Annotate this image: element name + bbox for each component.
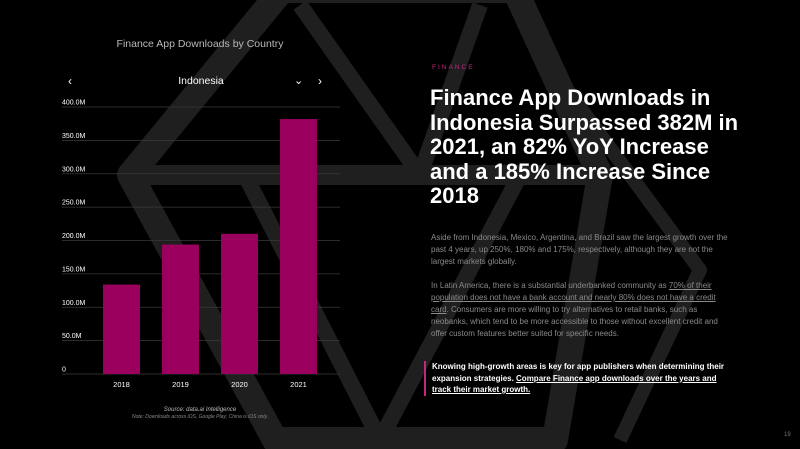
bar bbox=[103, 284, 140, 374]
bar bbox=[162, 244, 199, 374]
country-selector[interactable]: ‹ Indonesia ⌄ › bbox=[62, 72, 340, 90]
paragraph-growth: Aside from Indonesia, Mexico, Argentina,… bbox=[431, 233, 728, 266]
paragraph-text: . Consumers are more willing to try alte… bbox=[431, 305, 718, 338]
compare-downloads-link[interactable]: Compare Finance app downloads over the y… bbox=[432, 373, 717, 395]
y-tick-label: 150.0M bbox=[62, 266, 86, 273]
paragraph-latin-america: In Latin America, there is a substantial… bbox=[431, 280, 731, 340]
y-tick-label: 300.0M bbox=[62, 166, 86, 173]
y-tick-label: 100.0M bbox=[62, 300, 86, 307]
bar bbox=[221, 233, 258, 374]
y-tick-label: 50.0M bbox=[62, 333, 82, 340]
category-eyebrow: FINANCE bbox=[432, 64, 475, 71]
bar bbox=[280, 119, 317, 374]
y-tick-label: 400.0M bbox=[62, 100, 86, 107]
y-tick-label: 200.0M bbox=[62, 233, 86, 240]
x-tick-label: 2019 bbox=[172, 380, 189, 389]
headline: Finance App Downloads in Indonesia Surpa… bbox=[430, 85, 739, 208]
page-number: 19 bbox=[784, 432, 791, 438]
bar-chart: 0 50.0M 100.0M 150.0M 200.0M 250.0M 300.0M 350.… bbox=[62, 100, 340, 389]
y-tick-label: 0 bbox=[62, 367, 66, 374]
x-tick-label: 2020 bbox=[231, 380, 248, 389]
selected-country[interactable]: Indonesia bbox=[178, 75, 224, 87]
underlined-statistic: 70% of their population does not have a … bbox=[431, 281, 716, 314]
source-line: Source: data.ai Intelligence bbox=[163, 407, 237, 413]
callout-box: Knowing high-growth areas is key for app… bbox=[424, 361, 732, 396]
paragraph-text: In Latin America, there is a substantial… bbox=[431, 281, 669, 290]
previous-country-icon[interactable]: ‹ bbox=[68, 74, 72, 88]
chart-source: Source: data.ai Intelligence Note: Downl… bbox=[0, 407, 400, 420]
chevron-down-icon[interactable]: ⌄ bbox=[294, 75, 304, 87]
source-note: Note: Downloads across iOS, Google Play;… bbox=[131, 414, 269, 420]
chart-title: Finance App Downloads by Country bbox=[116, 38, 284, 50]
y-tick-label: 250.0M bbox=[62, 200, 86, 207]
x-tick-label: 2018 bbox=[113, 380, 130, 389]
callout-text: Knowing high-growth areas is key for app… bbox=[432, 362, 725, 383]
next-country-icon[interactable]: › bbox=[318, 74, 322, 88]
x-tick-label: 2021 bbox=[290, 380, 307, 389]
y-tick-label: 350.0M bbox=[62, 133, 86, 140]
